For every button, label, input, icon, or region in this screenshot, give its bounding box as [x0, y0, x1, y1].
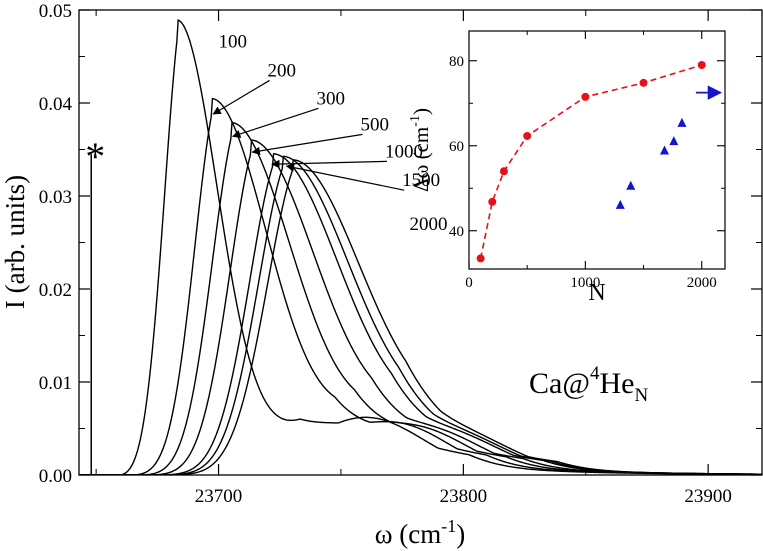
inset-calculated-point — [476, 254, 485, 263]
inset-calculated-point — [639, 78, 648, 87]
inset-calculated-point — [499, 167, 508, 176]
inset-tick-labels: 0 1000 2000 40 60 80 — [449, 54, 717, 291]
main-curves — [79, 19, 762, 475]
y-tick-label: 0.03 — [39, 187, 72, 208]
y-tick-label: 0.05 — [39, 1, 72, 22]
inset-experimental-point — [626, 180, 636, 190]
inset-y-tick-label: 40 — [449, 224, 464, 240]
y-tick-label: 0.00 — [39, 466, 72, 487]
spectrum-curve-2000 — [79, 159, 762, 475]
inset-background — [468, 30, 726, 270]
inset-axis-ticks — [468, 31, 725, 269]
system-annotation: Ca@4HeN — [529, 363, 648, 406]
inset-x-axis-title: N — [588, 280, 605, 306]
curve-labels: 100 200 300 500 1000 1500 2000 — [212, 32, 447, 235]
inset-x-tick-label: 1000 — [570, 275, 600, 291]
x-tick-label: 23800 — [440, 486, 488, 507]
main-x-axis-title: ω (cm-1) — [375, 516, 466, 549]
main-y-axis-title: I (arb. units) — [0, 175, 30, 309]
curve-label-1500: 1500 — [402, 170, 440, 191]
inset-y-axis-title: Δω (cm-1) — [408, 108, 433, 192]
inset-x-tick-label: 0 — [465, 275, 473, 291]
curve-label-300: 300 — [316, 88, 345, 109]
inset-experimental-point — [669, 136, 679, 146]
inset-experimental-point — [677, 117, 687, 127]
inset-calculated-point — [697, 61, 706, 69]
main-tick-labels: 23700 23800 23900 0.00 0.01 0.02 0.03 0.04 0.05 — [39, 1, 732, 507]
y-tick-label: 0.01 — [39, 373, 72, 394]
curve-label-arrow-200 — [212, 79, 270, 115]
curve-label-arrow-300 — [231, 107, 319, 138]
inset-experimental-point — [615, 199, 625, 209]
curve-label-100: 100 — [219, 32, 248, 53]
inset-series — [476, 61, 723, 263]
y-tick-label: 0.02 — [39, 280, 72, 301]
curve-label-1000: 1000 — [385, 141, 423, 162]
inset-experimental-point — [659, 145, 669, 155]
curve-label-200: 200 — [267, 60, 296, 81]
x-tick-label: 23700 — [195, 486, 243, 507]
curve-label-arrow-500 — [251, 133, 363, 156]
y-tick-label: 0.04 — [39, 94, 73, 115]
inset-x-tick-label: 2000 — [687, 275, 717, 291]
inset-calculated-point — [523, 131, 532, 140]
inset-y-tick-label: 60 — [449, 139, 464, 155]
star-marker: * — [85, 134, 105, 179]
x-tick-label: 23900 — [684, 486, 732, 507]
curve-label-500: 500 — [361, 114, 390, 135]
inset-calculated-point — [488, 197, 497, 206]
curve-label-arrow-1500 — [285, 163, 405, 191]
curve-label-2000: 2000 — [409, 214, 447, 235]
inset-y-tick-label: 80 — [449, 54, 464, 70]
inset-calculated-point — [581, 92, 590, 101]
